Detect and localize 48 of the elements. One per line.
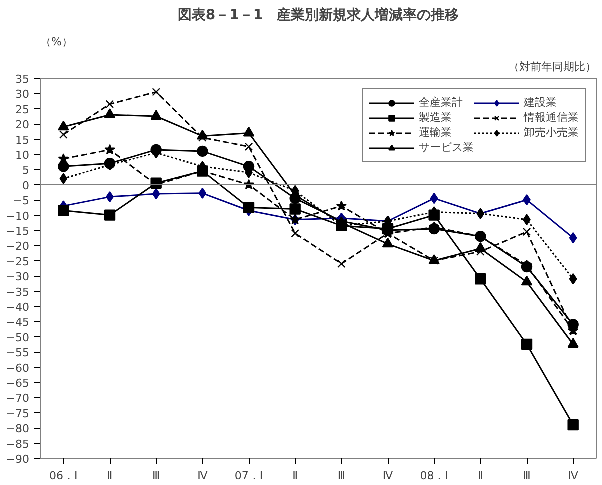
legend-label: 全産業計 [419,95,463,110]
x-tick-label: Ⅱ [107,470,113,482]
y-tick-label: 15 [16,134,30,147]
x-tick-label: 07．Ⅰ [234,470,264,482]
x-tick-label: Ⅱ [478,470,484,482]
y-tick-label: −30 [6,270,30,284]
y-tick-label: 0 [22,179,30,192]
x-tick-label: Ⅲ [523,470,531,482]
y-tick-label: −60 [6,362,30,375]
legend-label: 建設業 [524,95,557,110]
y-tick-label: −55 [6,346,30,360]
y-tick-label: 35 [16,73,30,86]
x-tick-label: Ⅱ [292,470,298,482]
chart-title: 図表8－1－1 産業別新規求人増減率の推移 [178,6,460,24]
y-tick-label: −45 [6,316,30,330]
y-tick-label: −85 [6,438,30,451]
y-tick-label: 10 [16,149,30,162]
x-tick-label: 06．Ⅰ [50,470,78,482]
x-tick-label: Ⅲ [152,470,160,482]
text: （対前年同期比） [508,60,596,74]
y-tick-label: −50 [6,331,30,344]
y-tick-label: 20 [16,118,30,132]
legend-label: 運輸業 [419,125,452,140]
y-tick-label: −75 [6,407,30,420]
legend-label: 情報通信業 [524,110,579,125]
x-tick-label: Ⅳ [382,470,394,482]
y-tick-label: 25 [16,103,30,116]
y-axis-title: （%） [40,36,73,48]
y-tick-label: −5 [13,194,30,208]
y-tick-label: −20 [6,240,30,254]
y-tick-label: −80 [6,422,30,436]
y-tick-label: −25 [6,255,30,268]
y-tick-label: −15 [6,225,30,238]
legend-label: 製造業 [419,110,452,125]
legend-label: サービス業 [419,140,474,155]
y-tick-label: −65 [6,377,30,390]
x-tick-label: 08．Ⅰ [420,470,448,482]
y-tick-label: −70 [6,392,30,406]
y-tick-label: −10 [6,210,30,223]
x-tick-label: Ⅲ [338,470,346,482]
y-tick-label: 5 [22,164,30,178]
x-tick-label: Ⅳ [568,470,580,482]
y-tick-label: −90 [6,453,30,466]
legend-label: 卸売小売業 [524,125,579,140]
y-tick-label: 30 [16,88,30,102]
y-tick-label: −35 [6,286,30,299]
x-tick-label: Ⅳ [198,470,209,482]
y-tick-label: −40 [6,301,30,314]
